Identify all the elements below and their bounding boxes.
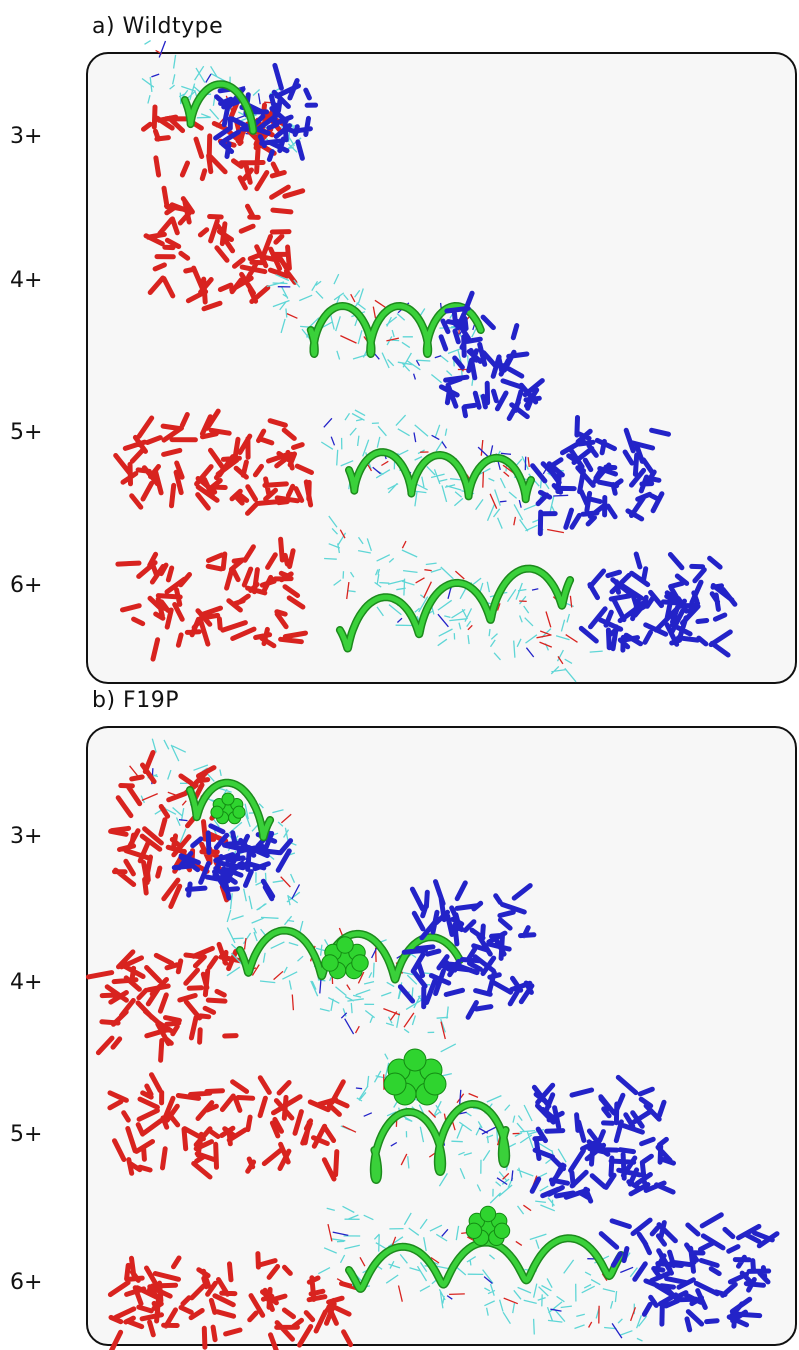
panel-b-label-4plus: 4+ [10, 970, 43, 995]
panel-b-label-5plus: 5+ [10, 1122, 43, 1147]
b6-n-terminus [107, 1251, 361, 1350]
b3-proline-residue-atom [210, 805, 224, 819]
panel-b-title: b) F19P [92, 688, 179, 713]
panel-a-label-5plus: 5+ [10, 420, 43, 445]
b6-proline-residue-atom [465, 1222, 483, 1240]
b4-proline-residue-atom [321, 954, 339, 972]
b5-backbone [371, 1101, 509, 1183]
b5-c-terminus [529, 1074, 676, 1204]
b4-proline-residue-atom [351, 954, 369, 972]
b6-nitrogen-atoms [332, 1228, 634, 1339]
a3-backbone [182, 81, 256, 134]
b4-n-terminus [85, 941, 245, 1063]
panel-a-title: a) Wildtype [92, 14, 224, 39]
b6-c-terminus [598, 1212, 780, 1333]
a5-n-terminus [113, 408, 314, 516]
b3-proline-residue-atom [221, 792, 235, 806]
b6-proline-residue-atom [479, 1205, 497, 1223]
b5-oxygen-atoms [342, 1025, 538, 1212]
a3-c-terminus [213, 62, 319, 162]
b5-proline-residue-atom [423, 1072, 447, 1096]
a6-nitrogen-atoms [396, 581, 539, 658]
panel-a-label-4plus: 4+ [10, 268, 43, 293]
b4-c-terminus [397, 879, 537, 1020]
a4-n-terminus [143, 184, 306, 312]
b3-proline-residue-atom [232, 805, 246, 819]
b3-backbone [187, 780, 273, 840]
b6-proline-residue-atom [493, 1222, 511, 1240]
panel-b-label-6plus: 6+ [10, 1270, 43, 1295]
panel-a-label-6plus: 6+ [10, 573, 43, 598]
a6-oxygen-atoms [339, 529, 578, 665]
a4-c-terminus [438, 290, 545, 421]
a6-backbone [337, 566, 573, 651]
a5-c-terminus [530, 415, 671, 537]
a6-sidechains [324, 515, 603, 683]
a4-backbone [308, 303, 484, 357]
b4-proline-residue-atom [336, 936, 354, 954]
a6-n-terminus [115, 536, 308, 662]
panel-a-label-3plus: 3+ [10, 124, 43, 149]
b5-proline-residue-atom [403, 1048, 427, 1072]
a6-c-terminus [578, 551, 738, 658]
b5-n-terminus [107, 1072, 350, 1182]
panel-b-label-3plus: 3+ [10, 824, 43, 849]
a5-backbone [346, 449, 534, 502]
b5-proline-residue-atom [383, 1072, 407, 1096]
b3-c-terminus [171, 823, 294, 902]
